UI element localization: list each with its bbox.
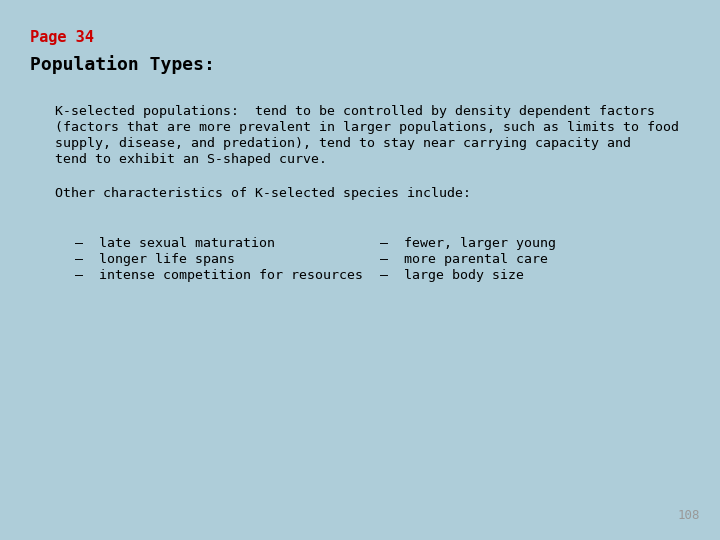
Text: 108: 108 [678,509,700,522]
Text: Other characteristics of K-selected species include:: Other characteristics of K-selected spec… [55,187,471,200]
Text: –  late sexual maturation: – late sexual maturation [75,237,275,250]
Text: –  longer life spans: – longer life spans [75,253,235,266]
Text: supply, disease, and predation), tend to stay near carrying capacity and: supply, disease, and predation), tend to… [55,137,631,150]
Text: –  intense competition for resources: – intense competition for resources [75,269,363,282]
Text: K-selected populations:  tend to be controlled by density dependent factors: K-selected populations: tend to be contr… [55,105,655,118]
Text: –  large body size: – large body size [380,269,524,282]
Text: Population Types:: Population Types: [30,55,215,74]
Text: –  more parental care: – more parental care [380,253,548,266]
Text: –  fewer, larger young: – fewer, larger young [380,237,556,250]
Text: tend to exhibit an S-shaped curve.: tend to exhibit an S-shaped curve. [55,153,327,166]
Text: Page 34: Page 34 [30,30,94,45]
Text: (factors that are more prevalent in larger populations, such as limits to food: (factors that are more prevalent in larg… [55,121,679,134]
